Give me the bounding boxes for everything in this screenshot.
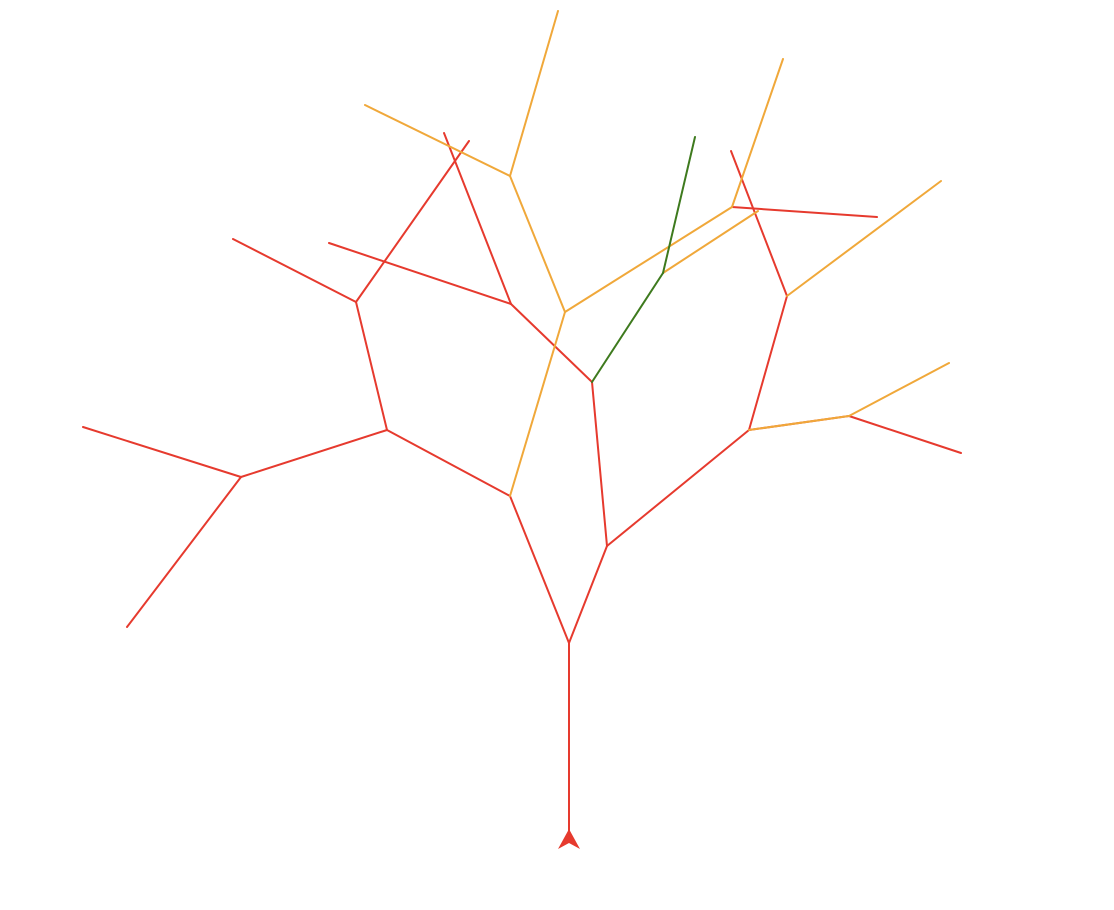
branch <box>509 10 559 177</box>
branch <box>568 545 608 644</box>
branch <box>82 426 242 478</box>
branch <box>731 58 784 208</box>
branch <box>240 429 388 478</box>
branch <box>510 303 593 383</box>
branch <box>232 238 357 303</box>
branch <box>606 429 750 547</box>
branch <box>328 242 512 305</box>
turtle-arrow-icon <box>558 829 580 849</box>
branch <box>591 381 608 547</box>
branch <box>731 206 878 218</box>
branch <box>662 136 696 274</box>
branch <box>730 150 788 297</box>
branch <box>748 415 850 431</box>
branch <box>662 210 759 274</box>
branch <box>748 295 788 431</box>
red-branches <box>82 132 962 834</box>
branch <box>355 140 470 303</box>
branch <box>126 476 242 628</box>
branch <box>591 272 664 383</box>
green-branches <box>591 136 696 383</box>
branch <box>509 495 570 644</box>
branch <box>786 180 942 297</box>
branch <box>848 415 962 454</box>
branch <box>564 206 733 313</box>
branch <box>509 311 566 497</box>
branch <box>509 175 566 313</box>
branch <box>848 362 950 417</box>
branch <box>355 301 388 431</box>
orange-branches <box>364 10 950 497</box>
branch <box>443 132 512 305</box>
branch <box>386 429 511 497</box>
branch <box>364 104 511 177</box>
